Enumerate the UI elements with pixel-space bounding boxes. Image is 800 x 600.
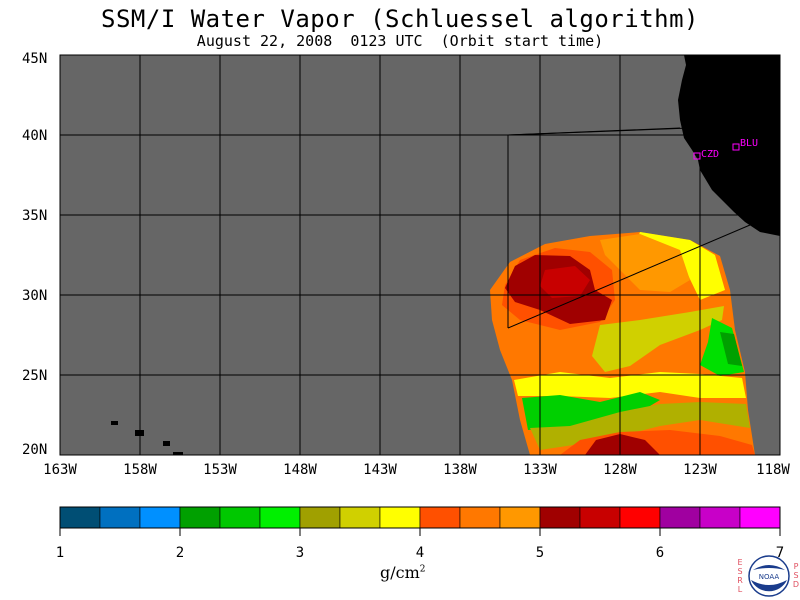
- map-frame: [59, 54, 781, 456]
- colorbar-swatch: [379, 506, 421, 529]
- swath-green-south: [522, 392, 660, 430]
- lat-label: 20N: [22, 442, 48, 458]
- logo-badge-text: NOAA: [759, 573, 780, 581]
- colorbar-tick-label: 4: [415, 545, 425, 561]
- station-blu-marker: [732, 143, 740, 151]
- lat-label: 40N: [22, 128, 48, 144]
- noaa-emblem-icon: NOAA: [748, 555, 790, 597]
- colorbar: [59, 506, 781, 536]
- colorbar-swatch: [659, 506, 701, 529]
- lon-label: 128W: [603, 462, 637, 478]
- units-exponent: 2: [419, 564, 426, 575]
- colorbar-swatch: [339, 506, 381, 529]
- swath-red-inner: [540, 266, 590, 298]
- lat-label: 25N: [22, 368, 48, 384]
- station-czd-marker: [693, 152, 701, 160]
- lat-label: 35N: [22, 208, 48, 224]
- region-boundary-southeast: [507, 224, 751, 329]
- swath-olive-south: [530, 402, 750, 450]
- colorbar-tick-label: 2: [175, 545, 185, 561]
- swath-orange-northeast: [600, 234, 690, 292]
- colorbar-tick-label: 7: [775, 545, 785, 561]
- lon-label: 143W: [363, 462, 397, 478]
- colorbar-swatch: [539, 506, 581, 529]
- lat-label: 45N: [22, 51, 48, 67]
- colorbar-swatch: [219, 506, 261, 529]
- land-mass: [678, 55, 780, 236]
- colorbar-tick-label: 5: [535, 545, 545, 561]
- grid-lines: [60, 55, 780, 455]
- lon-label: 123W: [683, 462, 717, 478]
- colorbar-tick-label: 1: [55, 545, 65, 561]
- colorbar-tick-label: 6: [655, 545, 665, 561]
- units-base: g/cm: [380, 563, 420, 582]
- colorbar-swatch: [99, 506, 141, 529]
- lon-label: 153W: [203, 462, 237, 478]
- stations: [693, 143, 740, 160]
- lon-label: 163W: [43, 462, 77, 478]
- colorbar-swatch: [59, 506, 101, 529]
- region-boundary-north: [507, 127, 691, 136]
- water-vapor-swath: [490, 232, 755, 455]
- lon-label: 158W: [123, 462, 157, 478]
- colorbar-swatch: [419, 506, 461, 529]
- colorbar-swatch: [619, 506, 661, 529]
- colorbar-units: g/cm2: [380, 563, 426, 582]
- lon-label: 133W: [523, 462, 557, 478]
- swath-darkgreen-patch: [720, 332, 742, 366]
- colorbar-swatch: [499, 506, 541, 529]
- station-czd-label: CZD: [701, 149, 719, 160]
- lat-label: 30N: [22, 288, 48, 304]
- map-subtitle: August 22, 2008 0123 UTC (Orbit start ti…: [196, 32, 604, 50]
- swath-yellow-mid: [514, 372, 746, 398]
- station-blu-label: BLU: [740, 138, 758, 149]
- colorbar-swatch: [179, 506, 221, 529]
- colorbar-tick-label: 3: [295, 545, 305, 561]
- swath-darkred-south: [585, 434, 660, 455]
- lon-label: 118W: [756, 462, 790, 478]
- colorbar-swatch: [459, 506, 501, 529]
- swath-yellow-band: [592, 306, 724, 372]
- colorbar-swatch: [739, 506, 781, 529]
- colorbar-swatch: [699, 506, 741, 529]
- map-title: SSM/I Water Vapor (Schluessel algorithm): [101, 5, 699, 33]
- lon-label: 148W: [283, 462, 317, 478]
- colorbar-swatch: [299, 506, 341, 529]
- colorbar-swatch: [579, 506, 621, 529]
- colorbar-swatch: [139, 506, 181, 529]
- lon-label: 138W: [443, 462, 477, 478]
- colorbar-swatch: [259, 506, 301, 529]
